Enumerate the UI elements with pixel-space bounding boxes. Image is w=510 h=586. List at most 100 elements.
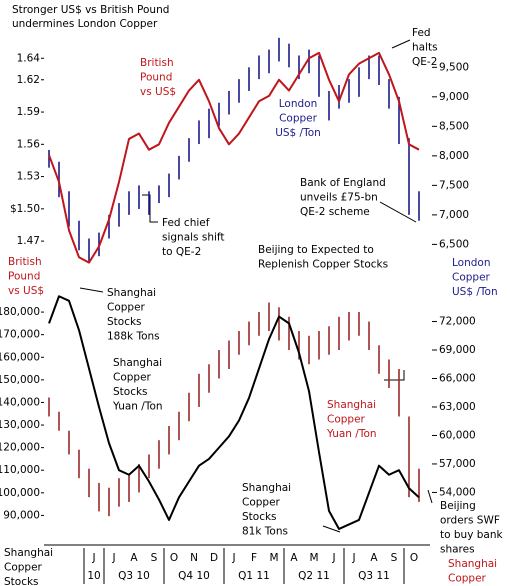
annotation: QE-2 scheme — [300, 206, 370, 218]
annotation: Yuan /Ton — [112, 401, 163, 413]
annotation: signals shift — [162, 232, 225, 244]
y2-tick-label: 69,000 — [439, 344, 476, 356]
annotation: Copper — [242, 497, 281, 509]
annotation: Copper — [113, 372, 152, 384]
y2-tick-label: 6,500 — [439, 238, 469, 250]
y-tick-label: 100,000 — [0, 487, 40, 499]
leader-line — [384, 370, 405, 381]
y-tick-label: 130,000 — [0, 419, 40, 431]
y-tick-label: 1.47 — [17, 235, 40, 247]
x-tick-label: M — [269, 552, 278, 564]
line — [48, 51, 420, 264]
annotation: Beijing — [440, 500, 476, 512]
y2-axis-title: London — [452, 257, 491, 269]
annotation: orders SWF — [440, 515, 500, 527]
y-axis-title: Pound — [8, 271, 40, 283]
y2-tick-label: 9,500 — [439, 61, 469, 73]
y-tick-label: 120,000 — [0, 442, 40, 454]
x-tick-label: J — [351, 552, 355, 564]
y-tick-label: 1.62 — [17, 74, 40, 86]
period-label: Q1 11 — [238, 570, 270, 582]
annotation: to QE-2 — [162, 246, 201, 258]
y-axis-title: Stocks — [4, 576, 39, 586]
y2-tick-label: 7,000 — [439, 209, 469, 221]
annotation: Copper — [327, 414, 366, 426]
x-tick-label: D — [210, 552, 218, 564]
y-tick-label: 150,000 — [0, 374, 40, 386]
x-tick-label: J — [91, 552, 95, 564]
annotation: Replenish Copper Stocks — [258, 259, 388, 271]
chart-title: Stronger US$ vs British Pound — [12, 4, 169, 16]
annotation: Shanghai — [107, 287, 156, 299]
y-tick-label: 1.56 — [17, 138, 41, 150]
annotation: Copper — [279, 113, 318, 125]
annotation: vs US$ — [140, 86, 176, 98]
annotation: Bank of England — [300, 177, 386, 189]
x-tick-label: M — [309, 552, 318, 564]
annotation: Fed — [412, 27, 431, 39]
leader-line — [79, 287, 104, 293]
y-tick-label: 1.53 — [17, 171, 40, 183]
leader-line — [379, 201, 417, 223]
x-tick-label: O — [170, 552, 178, 564]
y2-tick-label: 63,000 — [439, 401, 476, 413]
y2-axis-title: Copper — [448, 573, 487, 585]
period-label: 10 — [87, 570, 100, 582]
x-tick-label: S — [151, 552, 158, 564]
y-axis-title: British — [8, 256, 42, 268]
annotation: to buy bank — [440, 529, 504, 541]
x-tick-label: J — [231, 552, 235, 564]
y2-tick-label: 8,000 — [439, 150, 469, 162]
annotation: Shanghai — [327, 399, 376, 411]
y2-tick-label: 60,000 — [439, 429, 476, 441]
y-axis-title: vs US$ — [8, 285, 44, 297]
leader-line — [322, 525, 341, 533]
annotation: Stocks — [113, 386, 148, 398]
leader-line — [427, 489, 433, 504]
y-tick-label: 110,000 — [0, 464, 40, 476]
annotation: Pound — [140, 72, 172, 84]
y2-tick-label: 57,000 — [439, 458, 476, 470]
annotation: unveils £75-bn — [300, 192, 378, 204]
y-tick-label: 170,000 — [0, 329, 40, 341]
annotation: Stocks — [107, 316, 142, 328]
y2-tick-label: 66,000 — [439, 372, 476, 384]
annotation: US$ /Ton — [275, 127, 321, 139]
chart-title: undermines London Copper — [12, 18, 158, 30]
period-label: Q3 11 — [358, 570, 390, 582]
x-tick-label: O — [410, 552, 418, 564]
y2-tick-label: 8,500 — [439, 120, 469, 132]
annotation: shares — [440, 544, 475, 556]
y2-tick-label: 9,000 — [439, 91, 469, 103]
annotation: Shanghai — [242, 482, 291, 494]
annotation: British — [140, 57, 174, 69]
x-tick-label: A — [370, 552, 378, 564]
line — [48, 295, 420, 530]
annotation: 81k Tons — [242, 526, 288, 538]
x-tick-label: F — [251, 552, 257, 564]
y-tick-label: 180,000 — [0, 306, 40, 318]
y2-axis-title: Shanghai — [448, 558, 497, 570]
y-axis-title: Shanghai — [4, 547, 53, 559]
y2-tick-label: 7,500 — [439, 179, 469, 191]
x-tick-label: J — [331, 552, 335, 564]
x-tick-label: A — [130, 552, 138, 564]
y-tick-label: $1.50 — [10, 203, 40, 215]
x-tick-label: S — [391, 552, 398, 564]
annotation: halts — [412, 42, 438, 54]
period-label: Q3 10 — [118, 570, 150, 582]
annotation: Yuan /Ton — [326, 428, 377, 440]
y-tick-label: 90,000 — [3, 509, 40, 521]
annotation: Shanghai — [113, 357, 162, 369]
x-tick-label: J — [111, 552, 115, 564]
x-tick-label: N — [190, 552, 198, 564]
y-tick-label: 160,000 — [0, 351, 40, 363]
x-tick-label: A — [290, 552, 298, 564]
y2-axis-title: Copper — [452, 272, 491, 284]
annotation: Copper — [107, 302, 146, 314]
y-axis-title: Copper — [4, 562, 43, 574]
period-label: Q4 10 — [178, 570, 210, 582]
annotation: 188k Tons — [107, 331, 160, 343]
